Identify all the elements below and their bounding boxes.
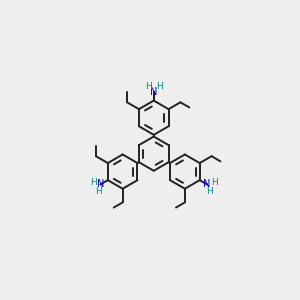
Text: H: H (206, 187, 212, 196)
Text: N: N (203, 179, 211, 189)
Text: H: H (90, 178, 97, 187)
Text: H: H (95, 187, 102, 196)
Text: N: N (150, 87, 158, 97)
Text: H: H (145, 82, 152, 91)
Text: H: H (156, 82, 162, 91)
Text: H: H (211, 178, 218, 187)
Text: N: N (97, 179, 104, 189)
